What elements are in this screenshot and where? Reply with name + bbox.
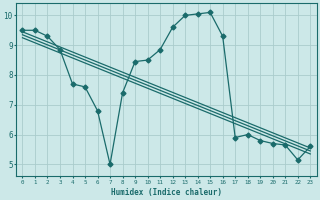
X-axis label: Humidex (Indice chaleur): Humidex (Indice chaleur) [111,188,222,197]
